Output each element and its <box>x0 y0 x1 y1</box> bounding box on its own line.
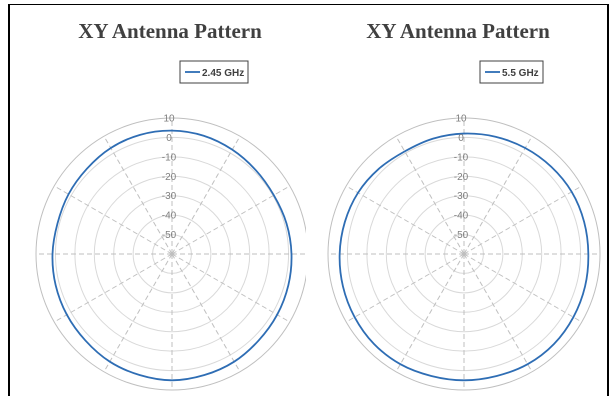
grid-spoke <box>463 135 533 255</box>
grid-ring <box>327 117 601 391</box>
radial-tick-label: 10 <box>455 114 467 125</box>
chart-title: XY Antenna Pattern <box>366 19 550 43</box>
grid-spoke <box>103 253 173 373</box>
radial-tick-label: 0 <box>166 133 172 144</box>
grid-spoke <box>345 185 465 255</box>
chart-title: XY Antenna Pattern <box>78 19 262 43</box>
radial-tick-labels: 10 0 -10 -20 -30 -40 -50 <box>162 114 177 242</box>
radial-tick-label: -10 <box>454 152 469 163</box>
polar-chart-left: XY Antenna Pattern 2.45 GHz 10 0 -10 -20 -30… <box>35 19 306 391</box>
radial-tick-label: -30 <box>454 191 469 202</box>
radial-tick-label: -20 <box>454 172 469 183</box>
legend-box <box>479 60 544 84</box>
radial-tick-label: 10 <box>163 114 175 125</box>
grid-spoke <box>53 185 173 255</box>
grid-spoke <box>103 135 173 255</box>
polar-grid <box>327 117 601 391</box>
grid-spoke <box>463 253 583 323</box>
radial-tick-label: -50 <box>162 230 177 241</box>
series-line <box>338 132 590 382</box>
series-line <box>51 129 293 382</box>
radial-tick-label: -30 <box>162 191 177 202</box>
radial-tick-label: 0 <box>458 133 464 144</box>
grid-ring <box>424 214 504 294</box>
grid-spoke <box>395 135 465 255</box>
series-layer <box>51 129 293 382</box>
legend-label: 2.45 GHz <box>202 68 244 79</box>
radial-tick-label: -40 <box>454 211 469 222</box>
series-layer <box>338 132 590 382</box>
radial-tick-label: -50 <box>454 230 469 241</box>
grid-ring <box>132 214 212 294</box>
legend-box <box>179 60 249 84</box>
grid-spoke <box>463 185 583 255</box>
grid-ring <box>385 175 543 333</box>
grid-ring <box>93 175 251 333</box>
grid-spoke <box>171 135 241 255</box>
grid-spoke <box>345 253 465 323</box>
figure-frame <box>8 4 609 396</box>
grid-spoke <box>171 185 291 255</box>
grid-spoke <box>53 253 173 323</box>
legend: 5.5 GHz <box>479 60 544 84</box>
polar-grid <box>35 117 306 391</box>
grid-ring <box>35 117 306 391</box>
legend-label: 5.5 GHz <box>502 68 539 79</box>
radial-tick-labels: 10 0 -10 -20 -30 -40 -50 <box>454 114 469 242</box>
grid-spoke <box>171 253 291 323</box>
grid-spoke <box>171 253 241 373</box>
radial-tick-label: -40 <box>162 211 177 222</box>
polar-chart-right: XY Antenna Pattern 5.5 GHz 10 0 -10 -20 -30 -… <box>327 19 601 391</box>
legend: 2.45 GHz <box>179 60 249 84</box>
grid-spoke <box>463 253 533 373</box>
radial-tick-label: -20 <box>162 172 177 183</box>
grid-spoke <box>395 253 465 373</box>
radial-tick-label: -10 <box>162 152 177 163</box>
